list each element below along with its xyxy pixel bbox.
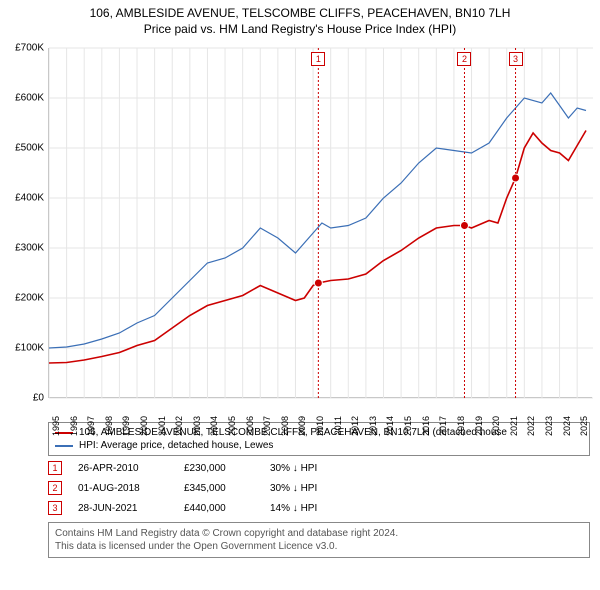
title: 106, AMBLESIDE AVENUE, TELSCOMBE CLIFFS,… (8, 6, 592, 20)
x-tick-label: 2012 (350, 416, 360, 436)
event-pct: 14% ↓ HPI (270, 503, 350, 514)
x-tick-label: 2004 (209, 416, 219, 436)
subtitle: Price paid vs. HM Land Registry's House … (8, 22, 592, 36)
x-tick-label: 2017 (438, 416, 448, 436)
event-marker: 1 (48, 461, 62, 475)
marker-box: 1 (311, 52, 325, 66)
header: 106, AMBLESIDE AVENUE, TELSCOMBE CLIFFS,… (0, 0, 600, 38)
x-tick-label: 2000 (139, 416, 149, 436)
x-tick-label: 1995 (51, 416, 61, 436)
x-tick-label: 2011 (333, 416, 343, 435)
x-tick-label: 2022 (526, 416, 536, 436)
x-tick-label: 2021 (509, 416, 519, 436)
y-tick-label: £600K (15, 93, 44, 104)
x-tick-label: 2001 (157, 416, 167, 436)
event-pct: 30% ↓ HPI (270, 483, 350, 494)
x-tick-label: 2015 (403, 416, 413, 436)
y-axis-labels: £0£100K£200K£300K£400K£500K£600K£700K (0, 38, 48, 398)
x-tick-label: 2002 (174, 416, 184, 436)
event-marker: 3 (48, 501, 62, 515)
event-row: 3 28-JUN-2021 £440,000 14% ↓ HPI (48, 498, 590, 518)
x-tick-label: 2023 (544, 416, 554, 436)
x-tick-label: 2006 (245, 416, 255, 436)
x-tick-label: 2005 (227, 416, 237, 436)
x-tick-label: 1998 (104, 416, 114, 436)
marker-box: 2 (457, 52, 471, 66)
sale-point (512, 174, 520, 182)
event-price: £440,000 (184, 503, 254, 514)
chart: £0 £100K £200K £300K £400K £500K £600K £700K 1 2… (0, 38, 600, 418)
marker-box: 3 (509, 52, 523, 66)
y-tick-label: £100K (15, 343, 44, 354)
event-row: 2 01-AUG-2018 £345,000 30% ↓ HPI (48, 478, 590, 498)
y-tick-label: £400K (15, 193, 44, 204)
event-date: 28-JUN-2021 (78, 503, 168, 514)
x-tick-label: 2009 (297, 416, 307, 436)
x-tick-label: 2003 (192, 416, 202, 436)
x-tick-label: 2007 (262, 416, 272, 436)
events-table: 1 26-APR-2010 £230,000 30% ↓ HPI 2 01-AU… (48, 458, 590, 518)
x-axis-labels: 1995199619971998199920002001200220032004… (48, 400, 592, 418)
event-date: 01-AUG-2018 (78, 483, 168, 494)
x-tick-label: 2013 (368, 416, 378, 436)
x-tick-label: 2014 (385, 416, 395, 436)
event-date: 26-APR-2010 (78, 463, 168, 474)
plot-area: 1 2 3 (48, 48, 592, 398)
legend-label: HPI: Average price, detached house, Lewe… (79, 440, 273, 451)
x-tick-label: 1996 (69, 416, 79, 436)
y-tick-label: £700K (15, 43, 44, 54)
x-tick-label: 2010 (315, 416, 325, 436)
y-tick-label: £200K (15, 293, 44, 304)
x-tick-label: 2024 (562, 416, 572, 436)
legend-row: HPI: Average price, detached house, Lewe… (55, 439, 583, 452)
legend-swatch (55, 445, 73, 447)
page: 106, AMBLESIDE AVENUE, TELSCOMBE CLIFFS,… (0, 0, 600, 558)
plot-svg (49, 48, 593, 398)
series-price (49, 131, 586, 364)
x-tick-label: 2008 (280, 416, 290, 436)
sale-point (314, 279, 322, 287)
event-price: £230,000 (184, 463, 254, 474)
footer-line: This data is licensed under the Open Gov… (55, 540, 583, 553)
x-tick-label: 2016 (421, 416, 431, 436)
series-hpi (49, 93, 586, 348)
y-tick-label: £0 (33, 393, 44, 404)
event-marker: 2 (48, 481, 62, 495)
x-tick-label: 1997 (86, 416, 96, 436)
x-tick-label: 2020 (491, 416, 501, 436)
y-tick-label: £500K (15, 143, 44, 154)
event-price: £345,000 (184, 483, 254, 494)
x-tick-label: 2018 (456, 416, 466, 436)
y-tick-label: £300K (15, 243, 44, 254)
event-pct: 30% ↓ HPI (270, 463, 350, 474)
event-row: 1 26-APR-2010 £230,000 30% ↓ HPI (48, 458, 590, 478)
x-tick-label: 2019 (474, 416, 484, 436)
x-tick-label: 1999 (121, 416, 131, 436)
footer-line: Contains HM Land Registry data © Crown c… (55, 527, 583, 540)
x-tick-label: 2025 (579, 416, 589, 436)
footer: Contains HM Land Registry data © Crown c… (48, 522, 590, 558)
sale-point (460, 222, 468, 230)
